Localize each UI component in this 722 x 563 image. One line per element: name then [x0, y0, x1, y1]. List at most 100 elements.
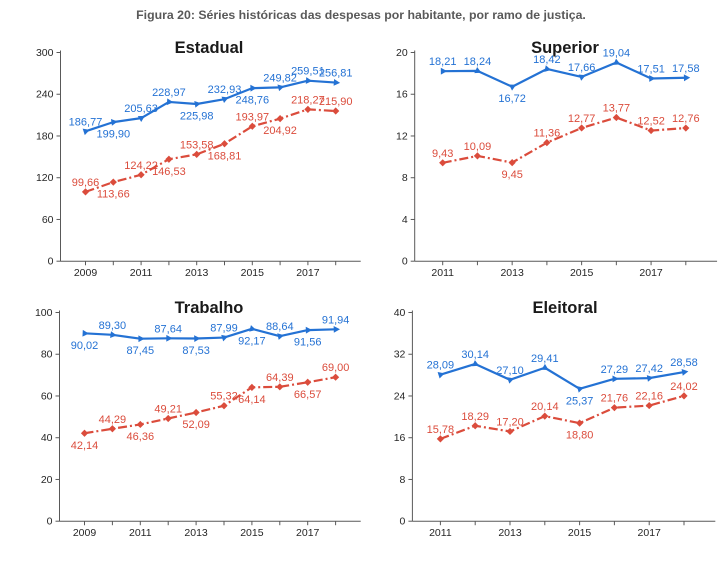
svg-text:42,14: 42,14 — [71, 440, 99, 452]
svg-text:60: 60 — [41, 390, 53, 402]
svg-text:88,64: 88,64 — [266, 321, 294, 333]
svg-text:19,04: 19,04 — [603, 48, 631, 60]
svg-text:21,76: 21,76 — [601, 393, 629, 405]
svg-text:Trabalho: Trabalho — [175, 299, 244, 317]
svg-text:16: 16 — [396, 89, 408, 101]
svg-text:17,51: 17,51 — [637, 63, 665, 75]
svg-text:0: 0 — [47, 516, 53, 528]
svg-text:2011: 2011 — [429, 527, 452, 539]
svg-text:Eleitoral: Eleitoral — [532, 299, 597, 317]
svg-text:4: 4 — [402, 214, 408, 226]
svg-text:13,77: 13,77 — [603, 103, 631, 115]
svg-text:99,66: 99,66 — [72, 177, 100, 189]
svg-text:20: 20 — [396, 47, 408, 59]
svg-text:66,57: 66,57 — [294, 389, 322, 401]
svg-text:17,66: 17,66 — [568, 62, 596, 74]
svg-text:204,92: 204,92 — [263, 125, 297, 137]
svg-text:16,72: 16,72 — [498, 93, 526, 105]
svg-text:2009: 2009 — [73, 527, 97, 539]
svg-text:205,63: 205,63 — [124, 103, 158, 115]
svg-text:2011: 2011 — [431, 267, 454, 279]
svg-text:248,76: 248,76 — [235, 95, 269, 107]
svg-text:30,14: 30,14 — [461, 349, 489, 361]
svg-text:46,36: 46,36 — [127, 431, 155, 443]
svg-text:Estadual: Estadual — [175, 39, 244, 57]
svg-text:49,21: 49,21 — [154, 403, 182, 415]
svg-text:2013: 2013 — [500, 267, 524, 279]
svg-text:25,37: 25,37 — [566, 395, 594, 407]
svg-text:87,64: 87,64 — [154, 323, 182, 335]
svg-text:18,80: 18,80 — [566, 430, 594, 442]
svg-text:44,29: 44,29 — [99, 414, 127, 426]
svg-text:80: 80 — [41, 349, 53, 361]
svg-text:27,29: 27,29 — [601, 364, 629, 376]
svg-text:193,97: 193,97 — [235, 111, 269, 123]
svg-text:55,32: 55,32 — [210, 391, 238, 403]
svg-text:89,30: 89,30 — [99, 320, 127, 332]
svg-text:20: 20 — [41, 474, 53, 486]
svg-text:28,58: 28,58 — [670, 357, 698, 369]
svg-text:2009: 2009 — [74, 267, 98, 279]
svg-text:64,14: 64,14 — [238, 394, 266, 406]
svg-text:18,29: 18,29 — [461, 411, 489, 423]
svg-text:120: 120 — [36, 172, 54, 184]
svg-text:2015: 2015 — [570, 267, 594, 279]
svg-text:87,53: 87,53 — [182, 345, 210, 357]
svg-text:2013: 2013 — [498, 527, 522, 539]
svg-text:92,17: 92,17 — [238, 335, 266, 347]
svg-text:28,09: 28,09 — [427, 360, 455, 372]
svg-text:17,58: 17,58 — [672, 63, 700, 75]
svg-text:168,81: 168,81 — [208, 150, 242, 162]
svg-text:0: 0 — [400, 516, 406, 528]
svg-text:17,20: 17,20 — [496, 416, 524, 428]
svg-text:87,45: 87,45 — [127, 345, 155, 357]
svg-text:15,78: 15,78 — [427, 424, 455, 436]
svg-text:186,77: 186,77 — [69, 116, 103, 128]
svg-text:2017: 2017 — [296, 267, 320, 279]
svg-text:215,90: 215,90 — [319, 96, 353, 108]
svg-text:11,36: 11,36 — [534, 128, 561, 140]
svg-text:12,77: 12,77 — [568, 113, 596, 125]
svg-text:12: 12 — [396, 130, 408, 142]
svg-text:9,43: 9,43 — [432, 148, 453, 160]
svg-text:146,53: 146,53 — [152, 166, 186, 178]
svg-text:27,42: 27,42 — [635, 363, 663, 375]
svg-text:10,09: 10,09 — [464, 141, 492, 153]
svg-text:2011: 2011 — [129, 527, 152, 539]
svg-text:2011: 2011 — [130, 267, 153, 279]
svg-text:225,98: 225,98 — [180, 110, 214, 122]
svg-text:2017: 2017 — [639, 267, 663, 279]
svg-text:2013: 2013 — [185, 267, 209, 279]
svg-text:199,90: 199,90 — [96, 129, 130, 141]
svg-text:2017: 2017 — [638, 527, 662, 539]
svg-text:22,16: 22,16 — [635, 391, 663, 403]
svg-text:24,02: 24,02 — [670, 381, 698, 393]
svg-text:32: 32 — [394, 349, 406, 361]
svg-text:0: 0 — [402, 256, 408, 268]
svg-text:2015: 2015 — [240, 527, 264, 539]
svg-text:27,10: 27,10 — [496, 365, 524, 377]
svg-text:300: 300 — [36, 47, 54, 59]
svg-text:8: 8 — [400, 474, 406, 486]
svg-text:100: 100 — [35, 307, 53, 319]
svg-text:64,39: 64,39 — [266, 372, 294, 384]
svg-text:18,24: 18,24 — [464, 56, 492, 68]
svg-text:12,52: 12,52 — [637, 116, 665, 128]
svg-text:60: 60 — [42, 214, 54, 226]
svg-text:29,41: 29,41 — [531, 353, 559, 365]
svg-text:228,97: 228,97 — [152, 87, 186, 99]
svg-text:87,99: 87,99 — [210, 323, 238, 335]
svg-text:8: 8 — [402, 172, 408, 184]
svg-text:2017: 2017 — [296, 527, 320, 539]
svg-text:2015: 2015 — [241, 267, 265, 279]
svg-text:69,00: 69,00 — [322, 362, 350, 374]
svg-text:24: 24 — [394, 390, 406, 402]
svg-text:18,42: 18,42 — [533, 54, 561, 66]
svg-text:18,21: 18,21 — [429, 56, 457, 68]
svg-text:40: 40 — [394, 307, 406, 319]
svg-text:91,94: 91,94 — [322, 314, 350, 326]
svg-text:40: 40 — [41, 432, 53, 444]
svg-text:113,66: 113,66 — [97, 189, 130, 201]
svg-text:12,76: 12,76 — [672, 113, 700, 125]
svg-text:2015: 2015 — [568, 527, 592, 539]
